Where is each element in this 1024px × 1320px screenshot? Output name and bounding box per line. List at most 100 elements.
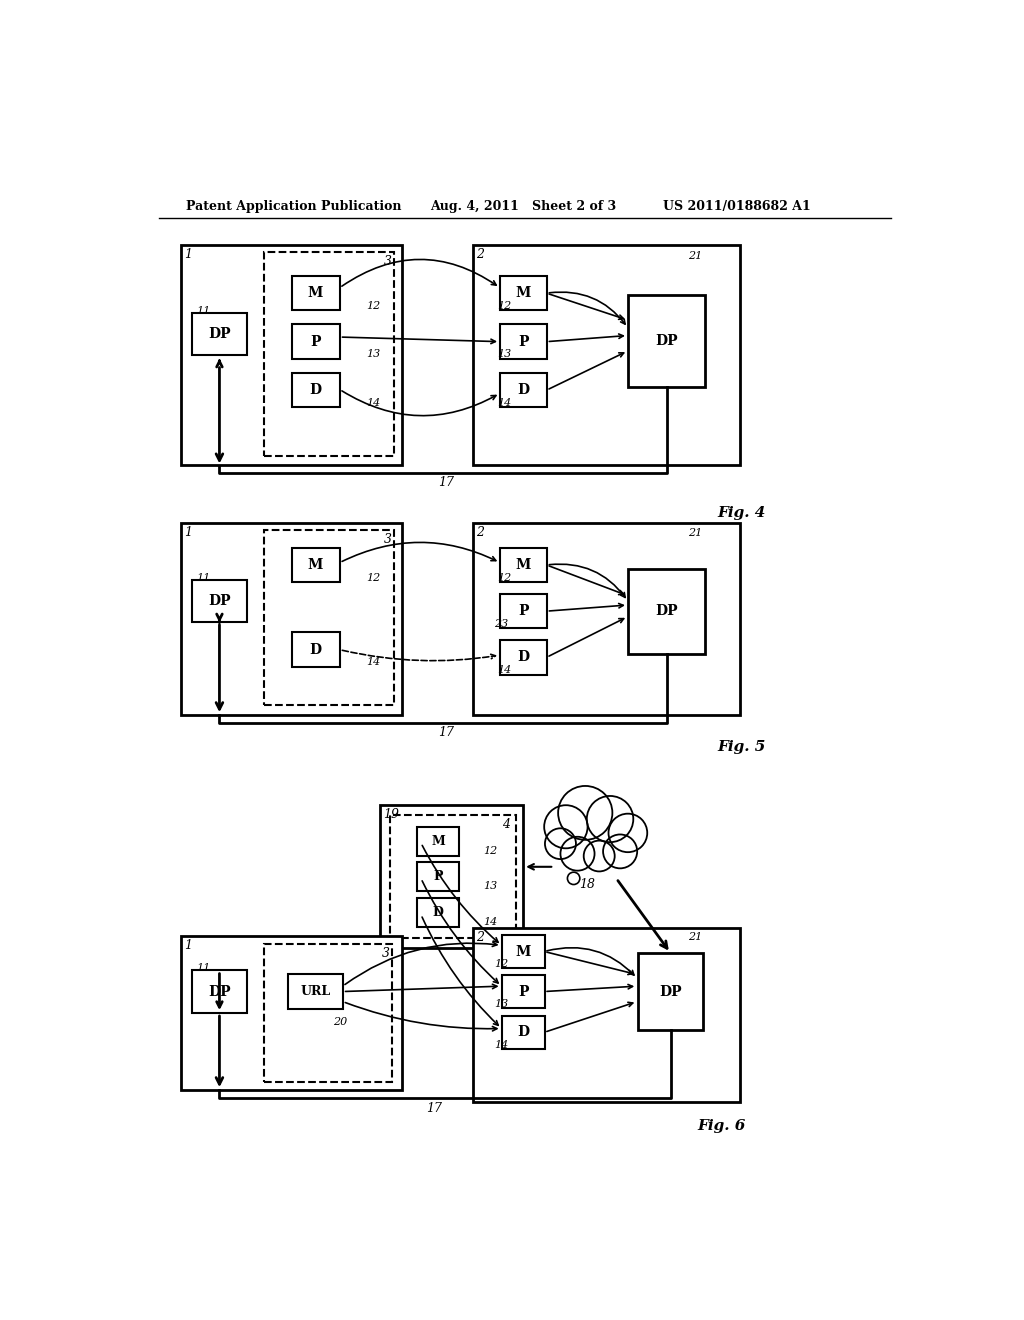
Text: 13: 13 (498, 350, 512, 359)
Text: 4: 4 (502, 818, 510, 832)
Bar (628, 294, 706, 387)
Text: 12: 12 (367, 301, 381, 310)
Text: 11: 11 (197, 573, 211, 582)
Text: 19: 19 (383, 808, 399, 821)
Text: 20: 20 (334, 1016, 347, 1027)
Text: D: D (309, 383, 322, 397)
Text: 17: 17 (438, 475, 454, 488)
Text: M: M (308, 286, 324, 300)
Text: 21: 21 (687, 932, 701, 942)
Text: M: M (515, 558, 530, 572)
Text: P: P (310, 335, 321, 348)
Bar (500, 548, 547, 582)
Bar (292, 372, 340, 408)
Text: DP: DP (208, 985, 230, 998)
Bar (263, 252, 394, 457)
Bar (191, 579, 248, 622)
Bar (292, 276, 340, 310)
Bar (500, 325, 547, 359)
Circle shape (587, 796, 633, 842)
Bar (380, 805, 523, 948)
Text: M: M (515, 945, 530, 958)
Text: P: P (518, 985, 528, 998)
Bar (292, 325, 340, 359)
Bar (289, 974, 343, 1008)
Text: Fig. 4: Fig. 4 (717, 507, 765, 520)
Bar (417, 898, 460, 927)
Text: 12: 12 (367, 573, 381, 582)
Text: 1: 1 (183, 248, 191, 261)
Text: URL: URL (300, 985, 331, 998)
Text: D: D (517, 651, 529, 664)
Text: M: M (515, 286, 530, 300)
Bar (500, 372, 547, 408)
Circle shape (545, 829, 575, 859)
Bar (500, 640, 547, 675)
Text: P: P (518, 335, 528, 348)
Circle shape (603, 834, 637, 869)
Bar (292, 632, 340, 667)
Bar (500, 594, 547, 628)
Text: 1: 1 (183, 940, 191, 952)
Bar (502, 1016, 545, 1048)
Text: 11: 11 (197, 964, 211, 973)
Text: 12: 12 (498, 301, 512, 310)
Bar (502, 975, 545, 1007)
Text: 14: 14 (367, 657, 381, 668)
Bar (180, 246, 401, 465)
Text: 14: 14 (483, 917, 498, 927)
Text: Patent Application Publication: Patent Application Publication (186, 199, 401, 213)
Bar (638, 953, 703, 1030)
Text: D: D (517, 383, 529, 397)
Text: 3: 3 (381, 946, 389, 960)
Text: 14: 14 (494, 1040, 508, 1049)
Circle shape (558, 785, 612, 840)
Bar (417, 862, 460, 891)
Bar (180, 523, 401, 715)
Text: DP: DP (655, 334, 678, 348)
Text: 21: 21 (688, 251, 702, 261)
Text: 14: 14 (367, 397, 381, 408)
Text: 14: 14 (498, 397, 512, 408)
Bar (390, 816, 515, 939)
Text: M: M (308, 558, 324, 572)
Text: 13: 13 (494, 999, 508, 1010)
Text: P: P (433, 870, 442, 883)
Text: 2: 2 (476, 248, 484, 261)
Bar (473, 246, 740, 465)
Bar (263, 944, 391, 1082)
Text: 12: 12 (483, 846, 498, 855)
Bar (628, 569, 706, 653)
Bar (263, 529, 394, 705)
Text: D: D (309, 643, 322, 656)
Text: Fig. 6: Fig. 6 (697, 1119, 746, 1134)
Text: 2: 2 (476, 932, 484, 945)
Text: 13: 13 (367, 350, 381, 359)
Bar (292, 548, 340, 582)
Text: 1: 1 (183, 525, 191, 539)
Bar (417, 826, 460, 857)
Text: Aug. 4, 2011   Sheet 2 of 3: Aug. 4, 2011 Sheet 2 of 3 (430, 199, 616, 213)
Text: 17: 17 (438, 726, 454, 739)
Text: P: P (518, 605, 528, 618)
Text: 21: 21 (688, 528, 702, 539)
Bar (180, 936, 401, 1090)
Text: D: D (517, 1026, 529, 1039)
Text: 3: 3 (384, 533, 392, 545)
Text: 12: 12 (494, 960, 508, 969)
Text: 23: 23 (494, 619, 508, 628)
Text: D: D (432, 906, 443, 919)
Bar (191, 313, 248, 355)
Text: 14: 14 (498, 665, 512, 675)
Text: 13: 13 (483, 882, 498, 891)
Bar (473, 523, 740, 715)
Bar (500, 276, 547, 310)
Text: DP: DP (208, 594, 230, 609)
Text: 3: 3 (384, 256, 392, 268)
Text: 12: 12 (498, 573, 512, 582)
Text: 17: 17 (426, 1102, 442, 1114)
Text: DP: DP (659, 985, 682, 998)
Text: 2: 2 (476, 525, 484, 539)
Text: Fig. 5: Fig. 5 (717, 739, 765, 754)
Text: DP: DP (208, 327, 230, 341)
